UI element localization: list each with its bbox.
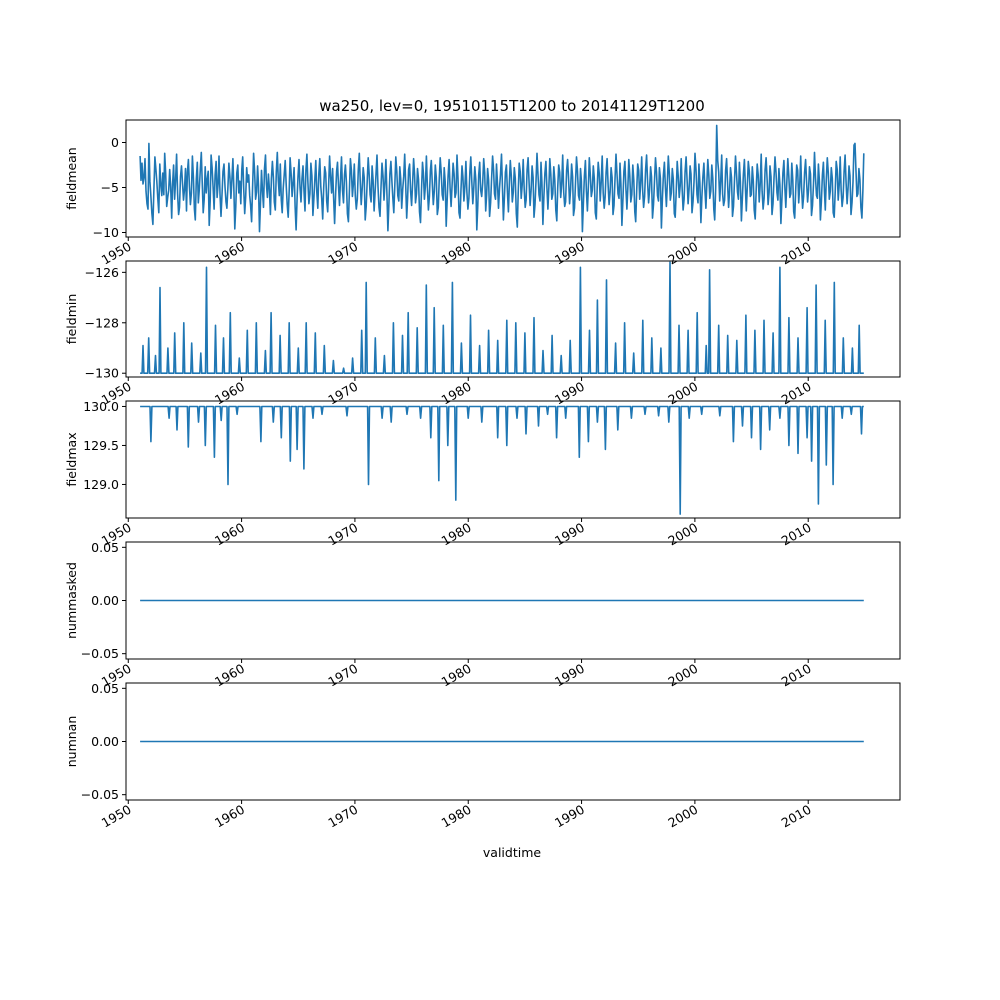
axes-frame-fieldmax [125, 400, 901, 519]
x-tick-label: 1990 [552, 661, 587, 690]
x-tick-label: 1960 [212, 520, 247, 549]
y-tick-label: 129.5 [83, 438, 119, 453]
y-axis-label: nummasked [64, 562, 79, 639]
y-tick-label: 0.05 [91, 681, 119, 696]
y-tick-label: −130 [85, 366, 119, 381]
y-axis-label: fieldmean [64, 147, 79, 209]
x-tick-label: 1980 [439, 520, 474, 549]
subplot-numnan: 0.05 0.00 −0.05 numnan 1950 1960 1970 1980 1990 2… [64, 681, 901, 831]
x-tick-label: 1990 [552, 802, 587, 831]
series-line-fieldmax [140, 405, 864, 515]
x-tick-label: 1990 [552, 379, 587, 408]
x-tick-label: 2000 [665, 802, 700, 831]
y-tick-label: −5 [101, 180, 119, 195]
y-tick-label: −126 [85, 265, 119, 280]
x-tick-label: 1950 [99, 802, 134, 831]
x-tick-label: 2010 [779, 661, 814, 690]
x-tick-label: 2000 [665, 520, 700, 549]
x-tick-label: 1960 [212, 239, 247, 268]
axes-frame-fieldmin [125, 260, 901, 378]
y-axis-label: fieldmax [64, 432, 79, 486]
x-tick-label: 1970 [325, 520, 360, 549]
x-tick-label: 1980 [439, 661, 474, 690]
subplots-group: 0 −5 −10 fieldmean 1950 1960 1970 1980 1990 2000 2… [64, 119, 901, 831]
x-tick-label: 2010 [779, 379, 814, 408]
y-tick-label: 129.0 [83, 477, 119, 492]
y-tick-label: −0.05 [81, 646, 119, 661]
x-tick-label: 2010 [779, 520, 814, 549]
y-axis-label: numnan [64, 716, 79, 768]
x-tick-label: 1970 [325, 239, 360, 268]
axes-frame-fieldmean [125, 119, 901, 238]
y-axis-label: fieldmin [64, 294, 79, 345]
x-tick-label: 1980 [439, 239, 474, 268]
x-tick-label: 2010 [779, 802, 814, 831]
y-tick-label: −128 [85, 315, 119, 330]
x-tick-label: 1950 [99, 239, 134, 268]
x-tick-label: 1990 [552, 520, 587, 549]
x-tick-label: 1980 [439, 802, 474, 831]
x-axis-label: validtime [483, 845, 541, 860]
y-tick-label: 130.0 [83, 399, 119, 414]
x-tick-label: 2010 [779, 239, 814, 268]
y-tick-label: −10 [93, 225, 119, 240]
series-line-fieldmean [139, 124, 865, 233]
x-tick-label: 1980 [439, 379, 474, 408]
x-tick-label: 1990 [552, 239, 587, 268]
y-tick-label: 0.05 [91, 540, 119, 555]
series-line-fieldmin [140, 261, 864, 375]
x-tick-label: 1970 [325, 661, 360, 690]
x-tick-label: 1970 [325, 802, 360, 831]
chart-title: wa250, lev=0, 19510115T1200 to 20141129T… [319, 97, 705, 115]
x-tick-label: 2000 [665, 379, 700, 408]
x-tick-label: 1960 [212, 802, 247, 831]
x-tick-label: 1970 [325, 379, 360, 408]
x-tick-label: 1960 [212, 379, 247, 408]
x-tick-label: 1960 [212, 661, 247, 690]
y-tick-label: 0.00 [91, 593, 119, 608]
y-tick-label: −0.05 [81, 787, 119, 802]
x-tick-label: 2000 [665, 661, 700, 690]
y-tick-label: 0.00 [91, 734, 119, 749]
y-tick-label: 0 [111, 135, 119, 150]
